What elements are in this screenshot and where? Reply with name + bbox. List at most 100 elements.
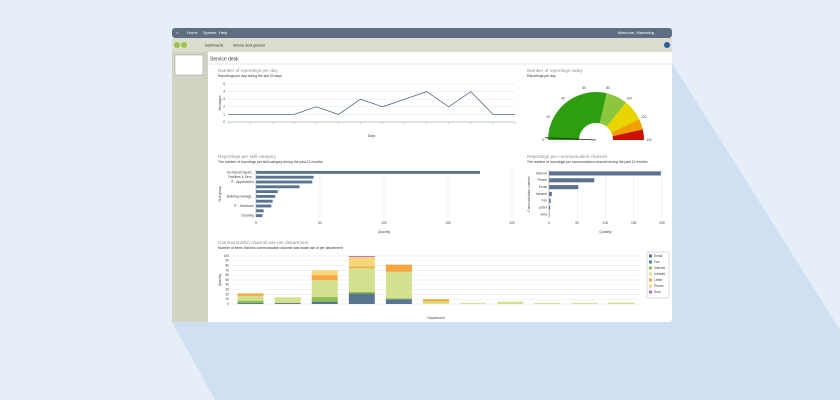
legend-swatch	[649, 290, 652, 294]
y-tick-label: 20	[225, 292, 229, 296]
line-series	[228, 91, 515, 115]
chart-subtitle: Reportings per day	[527, 74, 556, 78]
gauge-tick-label: 0	[542, 138, 544, 142]
bar-segment	[348, 266, 375, 268]
bar	[549, 178, 595, 183]
gauge-band	[611, 119, 643, 137]
menu-item[interactable]: System	[203, 30, 217, 35]
home-icon[interactable]: ⌂	[176, 30, 179, 35]
bar	[256, 190, 278, 194]
category-label: Intranet	[536, 192, 547, 196]
sidebar	[172, 52, 208, 322]
menu-item[interactable]: Help	[219, 30, 228, 35]
bar-segment	[348, 256, 375, 257]
bar-segment	[385, 264, 412, 272]
gauge-needle	[545, 137, 597, 141]
category-label: Fax	[542, 199, 548, 203]
y-axis-label: Messages	[218, 95, 222, 110]
category-label: Cleaning	[241, 213, 254, 217]
legend-swatch	[649, 284, 652, 288]
y-tick-label: 5	[223, 82, 225, 86]
category-label: Facilities & Serv...	[228, 175, 254, 179]
y-tick-label: 1	[223, 112, 225, 116]
bar-segment	[385, 271, 412, 299]
bar-segment	[237, 300, 264, 304]
y-tick-label: 50	[225, 278, 229, 282]
bar-segment	[423, 299, 449, 302]
bar	[256, 204, 272, 208]
y-axis-label: Communication channel	[527, 176, 531, 212]
chart-title: Reportings per skill category	[218, 154, 277, 159]
background-shape	[172, 28, 840, 400]
content-header	[208, 52, 672, 64]
category-label: Technical Depart...	[227, 170, 254, 174]
legend	[646, 251, 670, 299]
gauge-band	[599, 93, 626, 127]
x-axis-label: Quantity	[378, 230, 391, 234]
y-tick-label: 0	[223, 120, 225, 124]
x-tick-label: 200	[509, 221, 515, 225]
chart-subtitle: The number of reportings per communicati…	[527, 160, 648, 164]
gauge-tick-label: 60	[582, 86, 586, 90]
bar	[256, 170, 480, 174]
toolbar	[172, 38, 672, 52]
category-label: Phone	[537, 178, 547, 182]
chart-subtitle: Reportings per day during the last 30 da…	[218, 74, 282, 78]
bar	[549, 185, 579, 190]
x-tick-label: 50	[318, 221, 322, 225]
legend-label: Fax	[654, 260, 660, 264]
bar-segment	[423, 301, 449, 304]
y-tick-label: 30	[225, 287, 229, 291]
bar-segment	[385, 299, 412, 304]
bar-segment	[348, 256, 375, 267]
bar	[256, 185, 300, 189]
legend-label: Intranet	[654, 272, 665, 276]
back-button[interactable]	[174, 42, 180, 48]
bar-segment	[608, 302, 635, 304]
bar-segment	[460, 303, 487, 304]
chart-subtitle: Number of items that this communication …	[218, 246, 343, 250]
category-label: IT - Hardware	[234, 204, 254, 208]
x-tick-label: 0	[548, 221, 550, 225]
category-label: IT - Applications	[231, 180, 255, 184]
bar-segment	[348, 293, 375, 304]
x-tick-label: 150	[631, 221, 637, 225]
category-label: Building manage...	[227, 194, 254, 198]
menu-item[interactable]: Home	[187, 30, 198, 35]
y-tick-label: 10	[225, 297, 229, 301]
help-button[interactable]	[664, 42, 670, 48]
bar-segment	[311, 296, 338, 302]
x-tick-label: 150	[445, 221, 451, 225]
bar	[256, 180, 313, 184]
bar-segment	[311, 270, 338, 276]
chart-title: Reportings per communication channel	[527, 154, 607, 159]
bar	[549, 205, 551, 210]
legend-label: Sms	[654, 290, 661, 294]
legend-label: Internet	[654, 266, 665, 270]
bar	[256, 199, 273, 203]
bar-segment	[237, 295, 264, 301]
bar-segment	[385, 298, 412, 300]
y-tick-label: 60	[225, 273, 229, 277]
x-tick-label: 50	[575, 221, 579, 225]
x-tick-label: 200	[659, 221, 665, 225]
dashboard-thumbnail[interactable]	[174, 54, 204, 76]
legend-label: Letter	[654, 278, 663, 282]
page-title: Service desk	[210, 56, 239, 62]
breadcrumb[interactable]: Service desk general	[233, 43, 265, 47]
category-label: Letter	[539, 206, 548, 210]
bar-segment	[348, 292, 375, 294]
x-tick-label: 100	[381, 221, 387, 225]
top-bar	[172, 28, 672, 38]
bar	[549, 212, 550, 217]
y-tick-label: 4	[223, 89, 225, 93]
user-name[interactable]: Welcome, Marketing	[618, 30, 654, 35]
y-axis-label: Skill group	[218, 186, 222, 202]
bar-segment	[311, 275, 338, 280]
bar-segment	[311, 301, 338, 304]
bar	[549, 171, 661, 176]
y-tick-label: 0	[227, 302, 229, 306]
forward-button[interactable]	[181, 42, 187, 48]
gauge-band	[612, 129, 644, 140]
breadcrumb[interactable]: Dashboards	[205, 43, 224, 47]
